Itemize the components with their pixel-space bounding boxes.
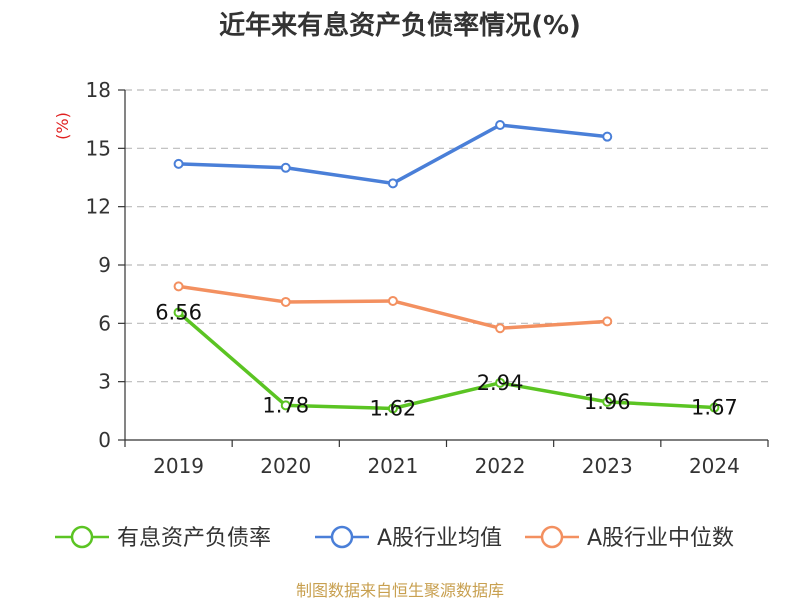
chart-title: 近年来有息资产负债率情况(%) xyxy=(219,10,581,41)
x-tick-label: 2024 xyxy=(689,454,740,478)
data-label: 1.67 xyxy=(691,396,738,420)
data-label: 1.62 xyxy=(370,397,417,421)
x-tick-label: 2023 xyxy=(582,454,633,478)
y-tick-label: 15 xyxy=(86,136,111,160)
x-tick-label: 2019 xyxy=(153,454,204,478)
data-point xyxy=(387,295,398,306)
data-point xyxy=(280,400,291,411)
x-tick-label: 2020 xyxy=(260,454,311,478)
data-point xyxy=(602,131,613,142)
data-label: 1.96 xyxy=(584,390,631,414)
data-point xyxy=(602,316,613,327)
y-tick-label: 18 xyxy=(86,78,111,102)
series-line xyxy=(178,284,608,330)
data-point xyxy=(280,162,291,173)
series-line xyxy=(178,123,608,186)
data-point xyxy=(709,402,720,413)
legend-marker xyxy=(70,525,94,549)
data-labels: 6.56 1.78 1.62 2.94 1.96 1.67 xyxy=(155,300,738,420)
data-point xyxy=(495,377,506,388)
x-tick-label: 2021 xyxy=(367,454,418,478)
data-point xyxy=(495,120,506,130)
source-note: 制图数据来自恒生聚源数据库 xyxy=(296,581,504,600)
legend-marker xyxy=(540,525,564,549)
y-tick-label: 12 xyxy=(86,195,111,219)
legend: 有息资产负债率 A股行业均值 A股行业中位数 xyxy=(55,525,734,551)
y-tick-label: 3 xyxy=(98,370,111,394)
y-tick-label: 9 xyxy=(98,253,111,277)
legend-marker xyxy=(330,525,354,549)
data-point xyxy=(280,296,291,307)
grid-lines xyxy=(125,89,768,383)
x-tick-label: 2022 xyxy=(475,454,526,478)
data-point xyxy=(602,396,613,407)
data-point xyxy=(173,281,184,292)
axes: 0 3 6 9 12 15 18 2019 2020 2021 2022 2023 2024 xyxy=(86,78,769,478)
data-point xyxy=(495,323,506,334)
y-axis-label: (%) xyxy=(53,112,72,140)
data-point xyxy=(173,158,184,169)
data-point xyxy=(387,403,398,414)
data-label: 6.56 xyxy=(155,300,202,324)
series-group xyxy=(173,120,720,414)
legend-label: A股行业中位数 xyxy=(587,526,734,551)
y-tick-label: 6 xyxy=(98,311,111,335)
legend-label: 有息资产负债率 xyxy=(117,526,271,551)
data-label: 2.94 xyxy=(477,371,524,395)
series-line xyxy=(177,311,715,411)
data-label: 1.78 xyxy=(262,393,309,417)
data-point xyxy=(173,307,184,318)
data-point xyxy=(387,178,398,189)
legend-label: A股行业均值 xyxy=(377,526,502,551)
y-tick-label: 0 xyxy=(98,428,111,452)
